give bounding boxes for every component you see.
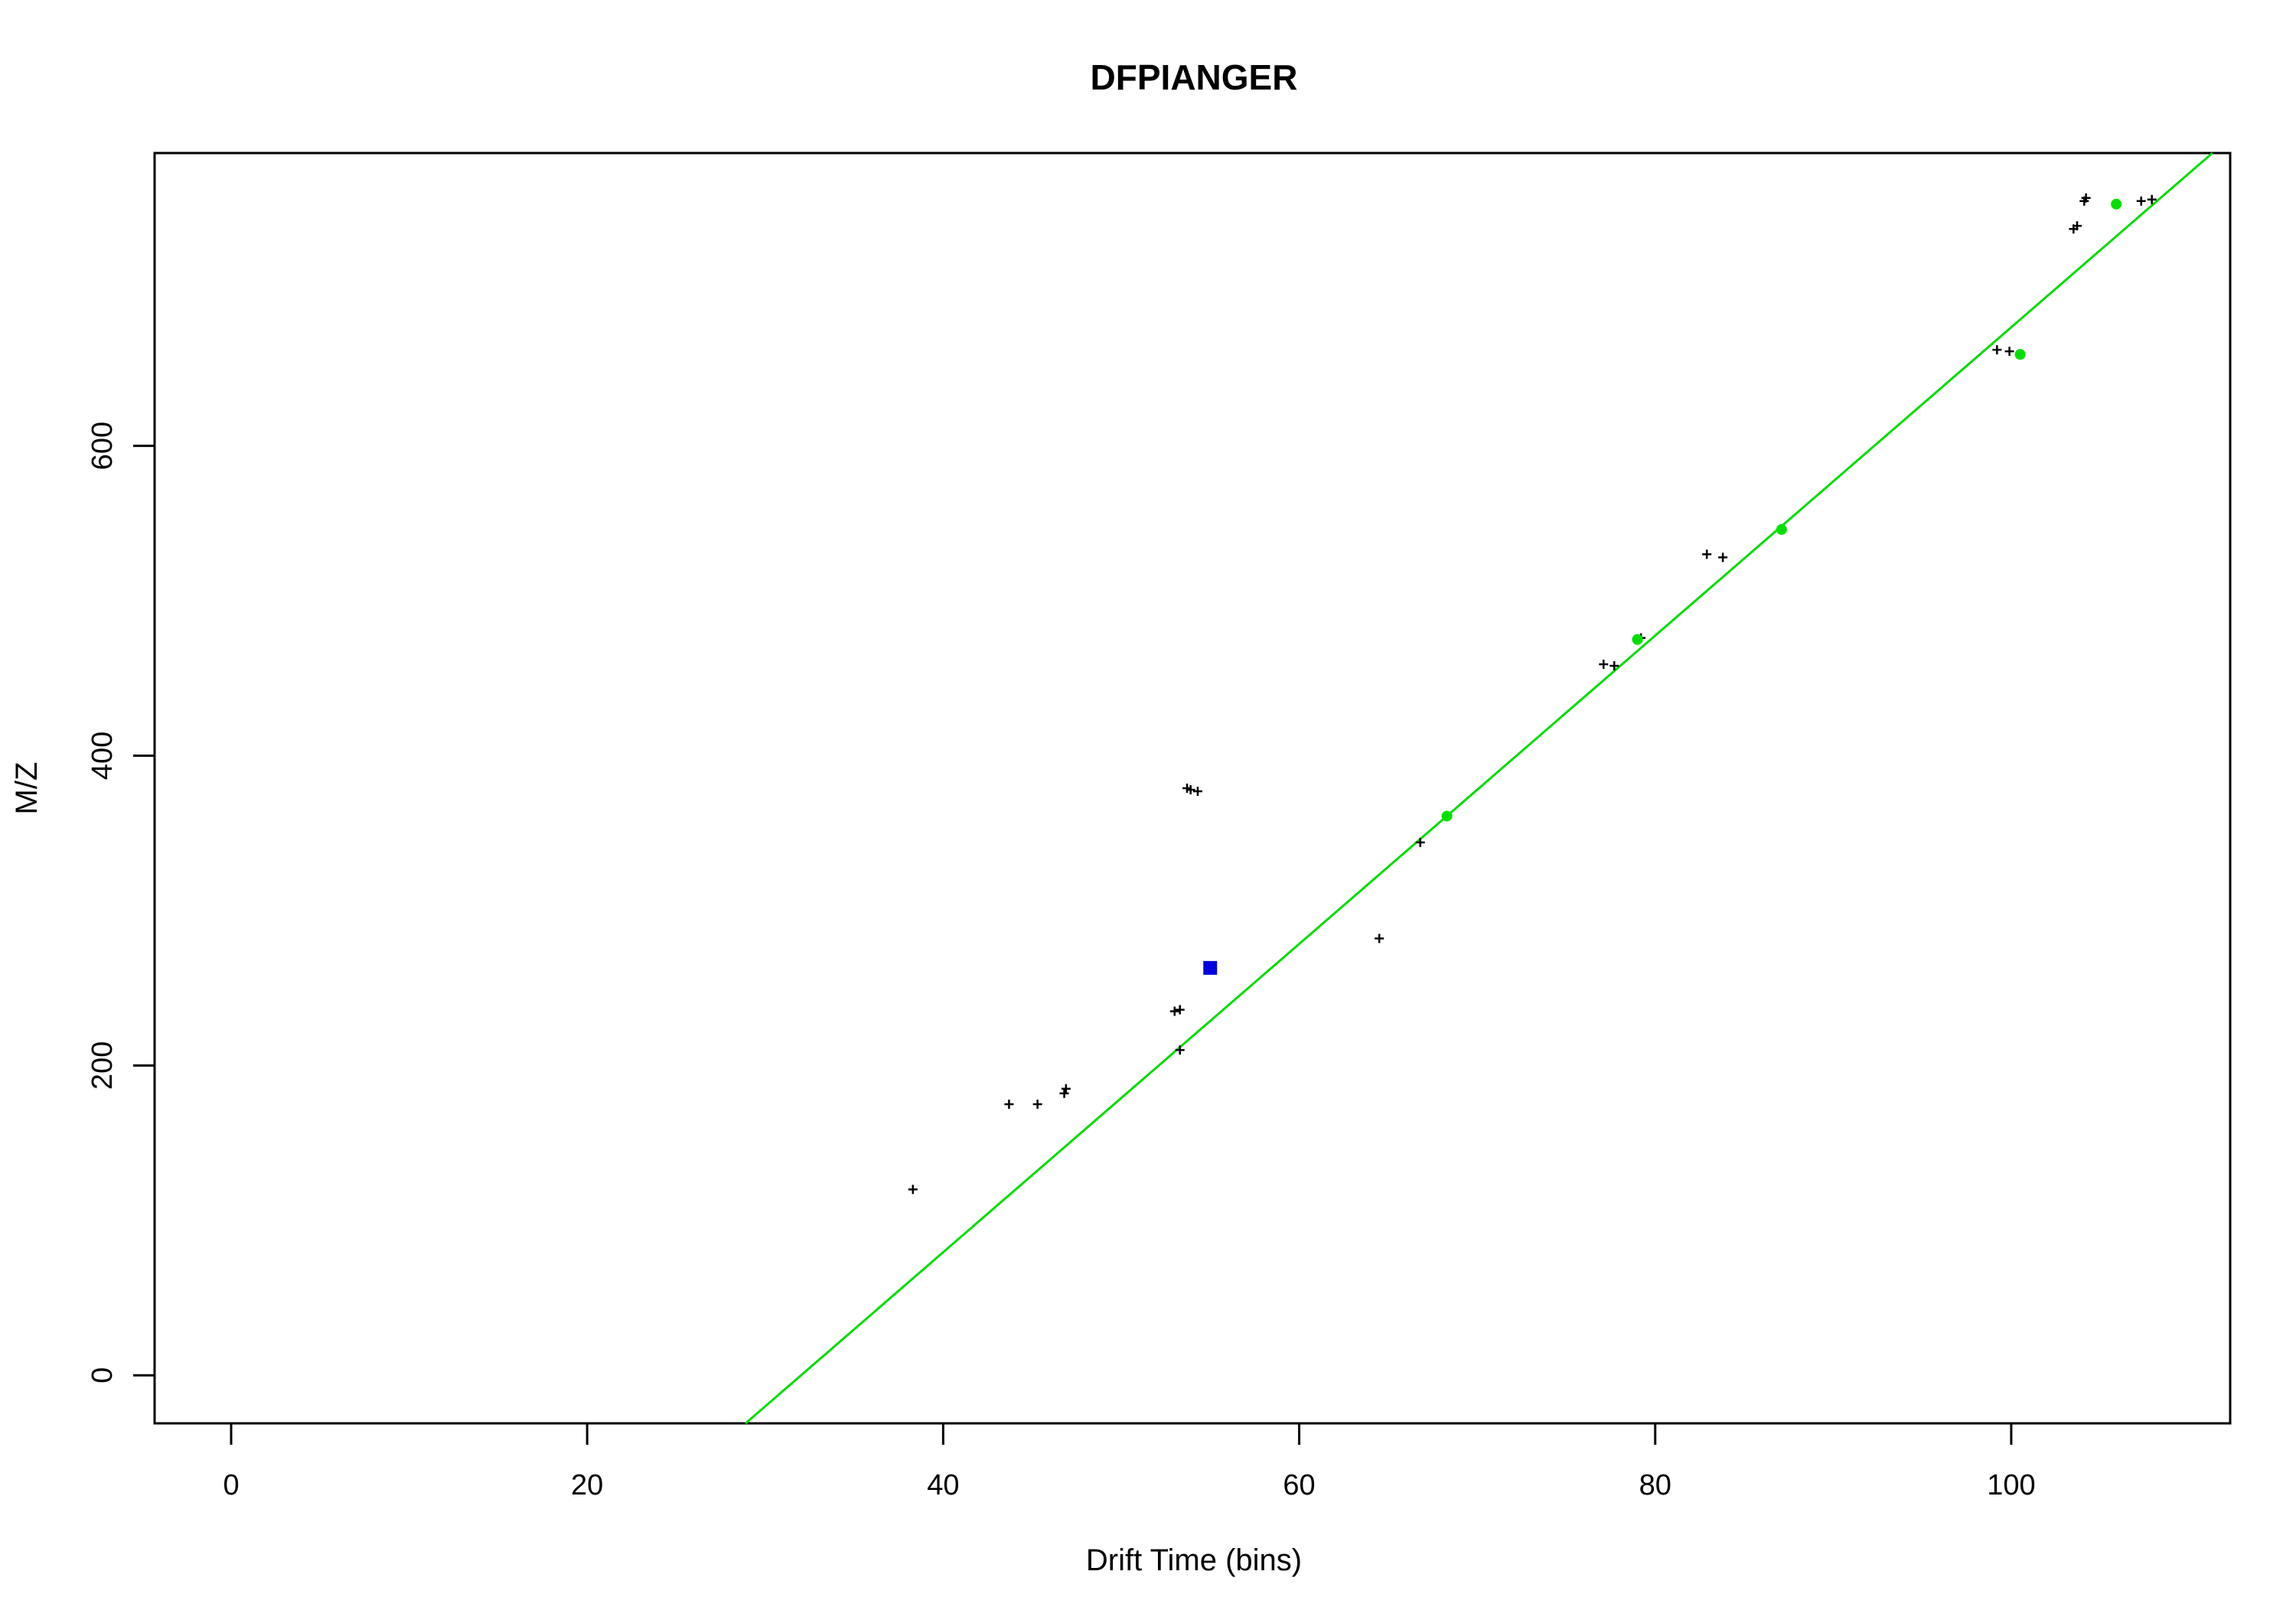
data-point-plus	[2136, 196, 2146, 206]
data-point-plus	[1186, 785, 1195, 795]
y-tick-label: 600	[86, 422, 119, 470]
data-point-plus	[1192, 787, 1202, 797]
x-tick-label: 40	[927, 1469, 959, 1501]
plot-area	[745, 152, 2213, 1425]
data-point-plus	[1599, 660, 1609, 670]
x-axis: 0 20 40 60 80 100	[223, 1422, 2036, 1501]
data-point-circle	[1441, 810, 1453, 822]
y-tick-label: 400	[86, 732, 119, 780]
x-tick-label: 60	[1283, 1469, 1315, 1501]
x-axis-label: Drift Time (bins)	[1086, 1543, 1302, 1577]
y-tick-label: 200	[86, 1041, 119, 1090]
x-tick-label: 20	[571, 1469, 603, 1501]
y-tick-label: 0	[86, 1367, 119, 1384]
y-axis: 0 200 400 600	[86, 422, 156, 1384]
plot-frame	[153, 152, 2232, 1425]
fit-line	[745, 152, 2213, 1425]
data-point-plus	[1175, 1045, 1185, 1055]
data-point-plus	[1375, 934, 1384, 944]
data-point-plus	[1415, 837, 1425, 847]
data-point-plus	[2004, 347, 2014, 357]
data-point-plus	[1059, 1088, 1069, 1098]
data-point-plus	[1169, 1006, 1179, 1016]
data-point-plus	[2147, 194, 2157, 204]
data-point-plus	[908, 1185, 918, 1195]
data-point-plus	[1992, 345, 2002, 355]
data-point-circle	[2014, 349, 2026, 360]
data-point-plus	[2081, 193, 2091, 203]
data-point-plus	[1609, 661, 1619, 671]
chart-title: DFPIANGER	[1091, 57, 1298, 97]
data-point-plus	[1702, 549, 1712, 559]
x-tick-label: 0	[223, 1469, 239, 1501]
data-point-square	[1203, 960, 1218, 975]
data-point-circle	[1776, 523, 1787, 535]
x-tick-label: 100	[1987, 1469, 2035, 1501]
x-tick-label: 80	[1639, 1469, 1671, 1501]
y-axis-label: M/Z	[10, 762, 44, 815]
data-point-plus	[2072, 221, 2082, 231]
data-point-plus	[1061, 1084, 1071, 1094]
data-point-circle	[1632, 634, 1643, 645]
data-point-plus	[1175, 1005, 1185, 1015]
data-point-plus	[1032, 1099, 1042, 1109]
data-point-plus	[1004, 1099, 1014, 1109]
data-point-circle	[2111, 198, 2122, 210]
data-point-plus	[1718, 553, 1728, 562]
